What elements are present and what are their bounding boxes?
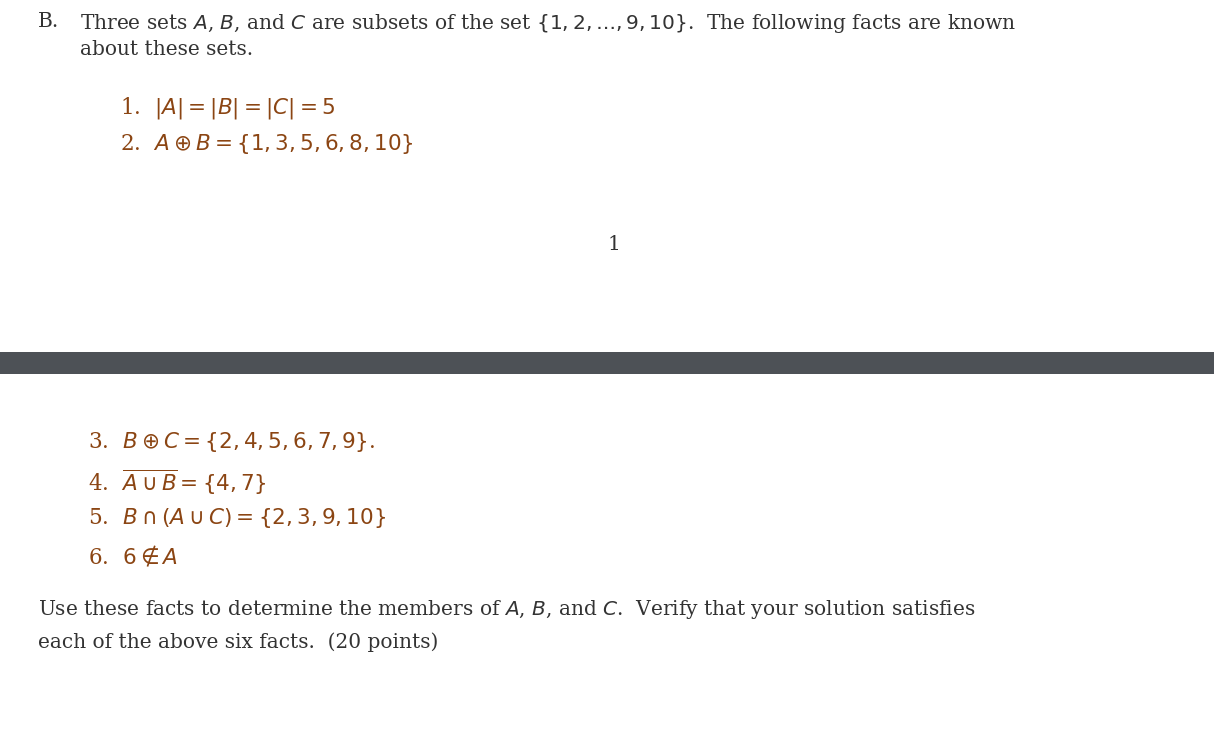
Text: Three sets $A$, $B$, and $C$ are subsets of the set $\{1, 2, \ldots, 9, 10\}$.  : Three sets $A$, $B$, and $C$ are subsets… bbox=[80, 12, 1016, 35]
Text: 4.  $\overline{A \cup B} = \{4, 7\}$: 4. $\overline{A \cup B} = \{4, 7\}$ bbox=[87, 468, 266, 497]
Text: 1.  $|A| = |B| = |C| = 5$: 1. $|A| = |B| = |C| = 5$ bbox=[120, 95, 335, 121]
Text: B.: B. bbox=[38, 12, 59, 31]
Bar bbox=[0, 352, 1214, 374]
Text: about these sets.: about these sets. bbox=[80, 40, 254, 59]
Text: 1: 1 bbox=[607, 235, 620, 254]
Text: 5.  $B \cap (A \cup C) = \{2, 3, 9, 10\}$: 5. $B \cap (A \cup C) = \{2, 3, 9, 10\}$ bbox=[87, 506, 386, 530]
Text: 2.  $A \oplus B = \{1, 3, 5, 6, 8, 10\}$: 2. $A \oplus B = \{1, 3, 5, 6, 8, 10\}$ bbox=[120, 132, 414, 156]
Text: each of the above six facts.  (20 points): each of the above six facts. (20 points) bbox=[38, 632, 438, 651]
Text: 6.  $6 \notin A$: 6. $6 \notin A$ bbox=[87, 544, 178, 569]
Text: Use these facts to determine the members of $A$, $B$, and $C$.  Verify that your: Use these facts to determine the members… bbox=[38, 598, 976, 621]
Text: 3.  $B \oplus C = \{2, 4, 5, 6, 7, 9\}$.: 3. $B \oplus C = \{2, 4, 5, 6, 7, 9\}$. bbox=[87, 430, 375, 454]
